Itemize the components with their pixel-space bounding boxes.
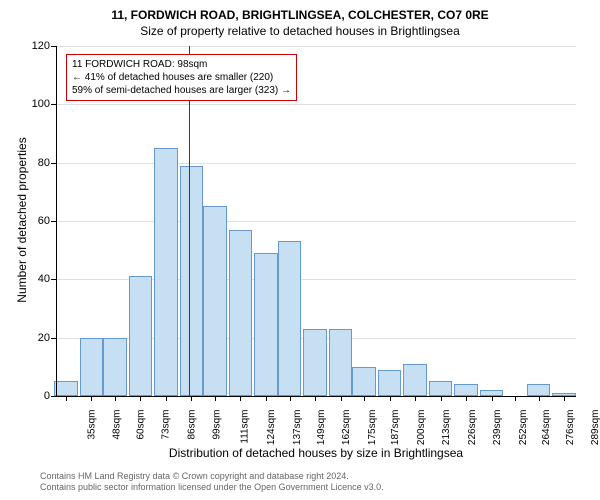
y-tick-label: 120 <box>20 40 50 52</box>
histogram-bar <box>429 381 453 396</box>
histogram-bar <box>352 367 376 396</box>
grid-line <box>56 221 576 222</box>
x-tick-label: 200sqm <box>416 410 427 446</box>
x-tick-label: 149sqm <box>316 410 327 446</box>
x-tick-label: 175sqm <box>367 410 378 446</box>
histogram-bar <box>54 381 78 396</box>
grid-line <box>56 46 576 47</box>
y-tick-label: 0 <box>20 390 50 402</box>
footer-text: Contains HM Land Registry data © Crown c… <box>40 471 384 494</box>
histogram-bar <box>527 384 551 396</box>
histogram-bar <box>403 364 427 396</box>
histogram-bar <box>229 230 253 396</box>
histogram-bar <box>278 241 302 396</box>
x-axis-line <box>56 396 576 397</box>
x-tick-label: 137sqm <box>292 410 303 446</box>
grid-line <box>56 104 576 105</box>
x-tick-label: 264sqm <box>541 410 552 446</box>
histogram-bar <box>80 338 104 396</box>
x-tick-label: 226sqm <box>467 410 478 446</box>
x-tick-label: 213sqm <box>441 410 452 446</box>
y-tick-label: 80 <box>20 157 50 169</box>
histogram-bar <box>129 276 153 396</box>
y-tick-label: 40 <box>20 273 50 285</box>
chart-title-main: 11, FORDWICH ROAD, BRIGHTLINGSEA, COLCHE… <box>0 0 600 22</box>
y-tick-label: 100 <box>20 98 50 110</box>
annotation-line-3: 59% of semi-detached houses are larger (… <box>72 84 291 97</box>
x-tick-label: 86sqm <box>186 410 197 440</box>
histogram-bar <box>180 166 204 396</box>
histogram-bar <box>103 338 127 396</box>
x-tick-label: 35sqm <box>86 410 97 440</box>
histogram-bar <box>154 148 178 396</box>
annotation-line-2: ← 41% of detached houses are smaller (22… <box>72 71 291 84</box>
x-tick-label: 276sqm <box>565 410 576 446</box>
x-tick-label: 111sqm <box>240 410 251 444</box>
x-tick-label: 99sqm <box>212 410 223 440</box>
x-tick-label: 187sqm <box>390 410 401 446</box>
x-axis-label: Distribution of detached houses by size … <box>56 446 576 460</box>
histogram-bar <box>254 253 278 396</box>
y-tick-label: 20 <box>20 332 50 344</box>
histogram-bar <box>203 206 227 396</box>
histogram-bar <box>454 384 478 396</box>
footer-line-2: Contains public sector information licen… <box>40 482 384 494</box>
annotation-box: 11 FORDWICH ROAD: 98sqm ← 41% of detache… <box>66 54 297 101</box>
histogram-bar <box>329 329 353 396</box>
x-tick-label: 289sqm <box>590 410 600 446</box>
x-tick-label: 252sqm <box>518 410 529 446</box>
grid-line <box>56 163 576 164</box>
y-tick-label: 60 <box>20 215 50 227</box>
annotation-line-1: 11 FORDWICH ROAD: 98sqm <box>72 58 291 71</box>
histogram-bar <box>378 370 402 396</box>
x-tick-label: 239sqm <box>492 410 503 446</box>
x-tick-label: 48sqm <box>112 410 123 440</box>
footer-line-1: Contains HM Land Registry data © Crown c… <box>40 471 384 483</box>
x-tick-label: 124sqm <box>267 410 278 446</box>
y-axis-line <box>56 46 57 396</box>
x-tick-label: 73sqm <box>161 410 172 440</box>
chart-title-sub: Size of property relative to detached ho… <box>0 22 600 44</box>
x-tick-label: 162sqm <box>341 410 352 446</box>
x-tick-label: 60sqm <box>135 410 146 440</box>
histogram-bar <box>303 329 327 396</box>
